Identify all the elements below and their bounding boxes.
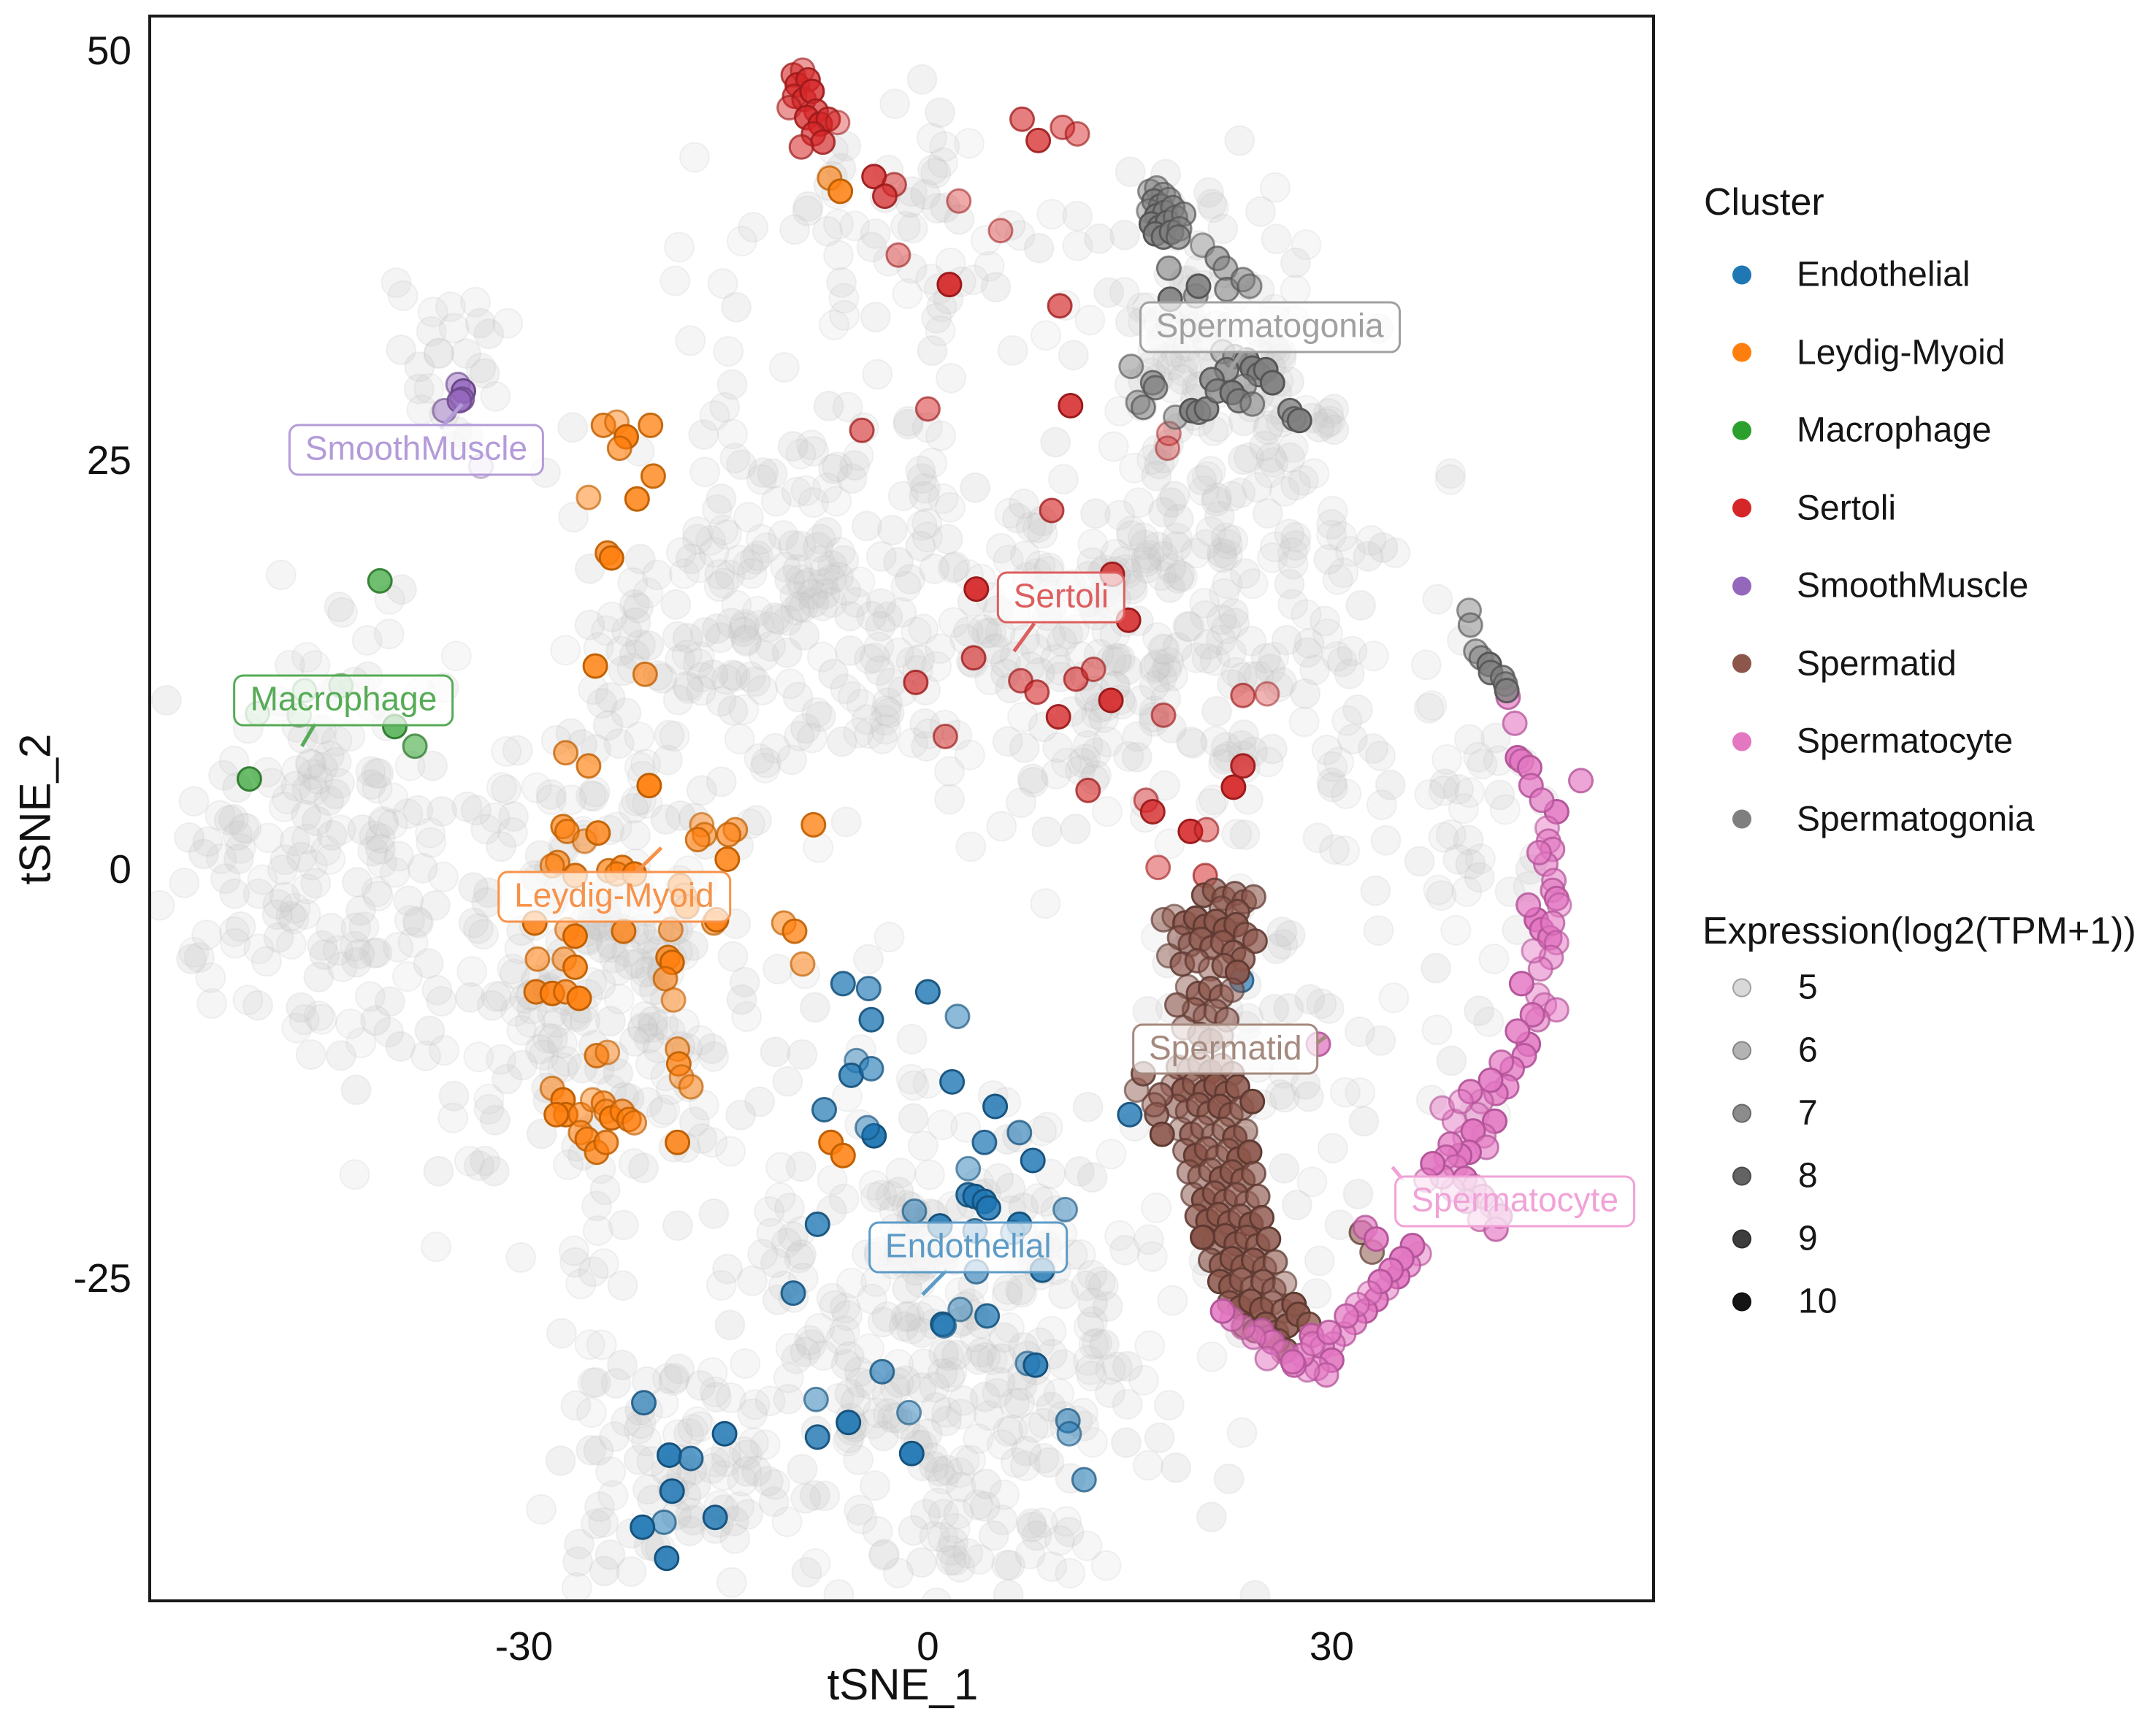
- annotation-connector-endothelial: [921, 1269, 949, 1296]
- x-tick-label: 0: [917, 1623, 939, 1669]
- panel-border: [148, 15, 1655, 1602]
- annotation-connector-macrophage: [300, 722, 317, 748]
- cluster-annotation-smoothmuscle: SmoothMuscle: [288, 424, 545, 476]
- cluster-points-sertoli: [776, 57, 1280, 889]
- cluster-annotation-sertoli: Sertoli: [996, 571, 1126, 624]
- cluster-points-spermatogonia: [1118, 175, 1520, 704]
- cluster-points-spermatocyte: [1209, 684, 1594, 1388]
- cluster-annotation-spermatogonia: Spermatogonia: [1139, 301, 1401, 353]
- cluster-annotation-macrophage: Macrophage: [233, 674, 454, 727]
- cluster-annotation-spermatocyte: Spermatocyte: [1394, 1175, 1636, 1228]
- x-tick-label: -30: [494, 1623, 554, 1669]
- x-axis-title: tSNE_1: [827, 1660, 979, 1709]
- y-tick-label: 0: [109, 846, 131, 892]
- cluster-annotation-leydig-myoid: Leydig-Myoid: [497, 871, 731, 923]
- y-tick-label: -25: [73, 1255, 132, 1301]
- y-tick-label: 50: [86, 28, 131, 74]
- x-tick-label: 30: [1309, 1623, 1355, 1669]
- annotation-connector-leydig-myoid: [632, 846, 663, 876]
- cluster-annotation-endothelial: Endothelial: [868, 1221, 1069, 1274]
- annotation-connector-sertoli: [1012, 622, 1036, 653]
- cluster-annotation-spermatid: Spermatid: [1131, 1023, 1319, 1075]
- y-tick-label: 25: [86, 437, 131, 483]
